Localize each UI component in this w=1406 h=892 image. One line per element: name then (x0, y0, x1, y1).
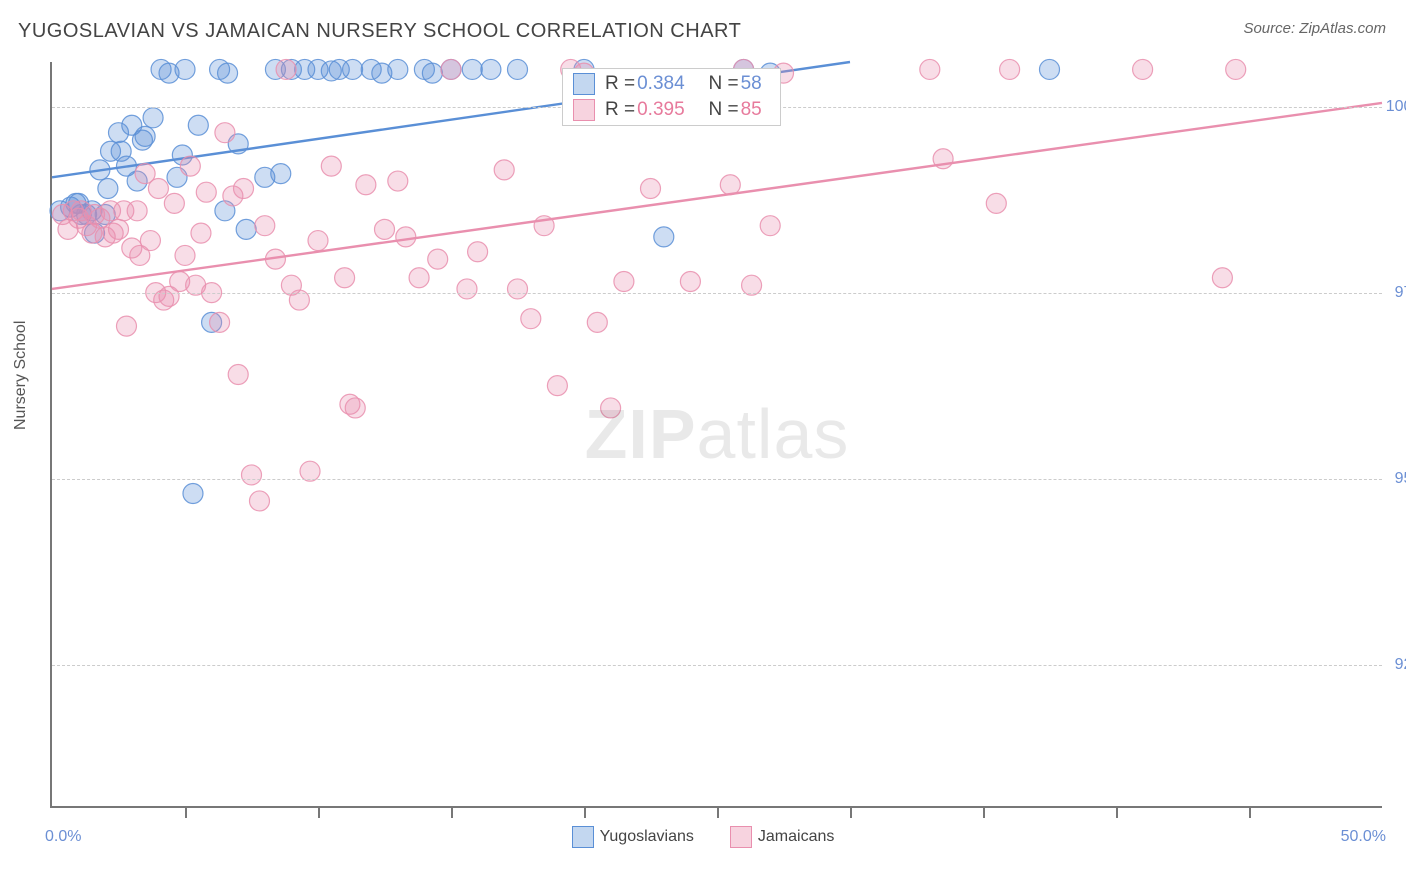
stats-row: R = 0.384 N = 58 (563, 71, 780, 97)
data-point (215, 123, 235, 143)
data-point (135, 126, 155, 146)
chart-title: YUGOSLAVIAN VS JAMAICAN NURSERY SCHOOL C… (18, 20, 741, 43)
data-point (481, 59, 501, 79)
x-tick (584, 806, 586, 818)
data-point (409, 268, 429, 288)
data-point (388, 171, 408, 191)
gridline (52, 293, 1382, 294)
data-point (720, 175, 740, 195)
data-point (234, 178, 254, 198)
chart-svg (52, 62, 1382, 806)
legend-swatch (730, 826, 752, 848)
x-tick (185, 806, 187, 818)
data-point (457, 279, 477, 299)
data-point (164, 193, 184, 213)
source-label: Source: ZipAtlas.com (1243, 20, 1386, 37)
data-point (587, 312, 607, 332)
data-point (986, 193, 1006, 213)
y-tick-label: 100.0% (1386, 98, 1406, 116)
legend-label: Jamaicans (758, 828, 834, 845)
data-point (422, 63, 442, 83)
data-point (1226, 59, 1246, 79)
data-point (760, 216, 780, 236)
data-point (175, 59, 195, 79)
bottom-legend: Yugoslavians Jamaicans (0, 826, 1406, 848)
data-point (175, 245, 195, 265)
data-point (345, 398, 365, 418)
data-point (601, 398, 621, 418)
data-point (196, 182, 216, 202)
legend-swatch (573, 99, 595, 121)
data-point (508, 279, 528, 299)
data-point (343, 59, 363, 79)
data-point (441, 59, 461, 79)
data-point (255, 216, 275, 236)
data-point (388, 59, 408, 79)
data-point (428, 249, 448, 269)
data-point (276, 59, 296, 79)
data-point (1000, 59, 1020, 79)
data-point (654, 227, 674, 247)
data-point (116, 316, 136, 336)
stats-legend: R = 0.384 N = 58R = 0.395 N = 85 (562, 68, 781, 126)
data-point (308, 231, 328, 251)
data-point (680, 271, 700, 291)
data-point (335, 268, 355, 288)
data-point (180, 156, 200, 176)
data-point (356, 175, 376, 195)
x-tick (318, 806, 320, 818)
x-tick (1116, 806, 1118, 818)
legend-item: Jamaicans (730, 826, 834, 848)
data-point (468, 242, 488, 262)
y-tick-label: 95.0% (1395, 470, 1406, 488)
data-point (271, 164, 291, 184)
data-point (614, 271, 634, 291)
data-point (547, 376, 567, 396)
data-point (191, 223, 211, 243)
data-point (183, 484, 203, 504)
data-point (236, 219, 256, 239)
data-point (920, 59, 940, 79)
data-point (1040, 59, 1060, 79)
legend-item: Yugoslavians (572, 826, 694, 848)
x-tick (451, 806, 453, 818)
data-point (143, 108, 163, 128)
y-tick-label: 97.5% (1395, 284, 1406, 302)
data-point (462, 59, 482, 79)
legend-label: Yugoslavians (600, 828, 694, 845)
data-point (228, 364, 248, 384)
data-point (494, 160, 514, 180)
x-tick (1249, 806, 1251, 818)
data-point (521, 309, 541, 329)
gridline (52, 665, 1382, 666)
data-point (218, 63, 238, 83)
data-point (242, 465, 262, 485)
data-point (98, 178, 118, 198)
data-point (641, 178, 661, 198)
data-point (1133, 59, 1153, 79)
data-point (508, 59, 528, 79)
legend-swatch (573, 73, 595, 95)
trend-line (52, 103, 1382, 289)
y-tick-label: 92.5% (1395, 656, 1406, 674)
data-point (127, 201, 147, 221)
x-tick (850, 806, 852, 818)
x-tick (983, 806, 985, 818)
stats-row: R = 0.395 N = 85 (563, 97, 780, 123)
gridline (52, 479, 1382, 480)
y-axis-label: Nursery School (12, 321, 30, 430)
data-point (109, 219, 129, 239)
data-point (140, 231, 160, 251)
data-point (188, 115, 208, 135)
data-point (1212, 268, 1232, 288)
data-point (249, 491, 269, 511)
data-point (375, 219, 395, 239)
data-point (396, 227, 416, 247)
data-point (321, 156, 341, 176)
x-tick (717, 806, 719, 818)
legend-swatch (572, 826, 594, 848)
data-point (210, 312, 230, 332)
plot-area: ZIPatlas 100.0%97.5%95.0%92.5% (50, 62, 1382, 808)
data-point (148, 178, 168, 198)
